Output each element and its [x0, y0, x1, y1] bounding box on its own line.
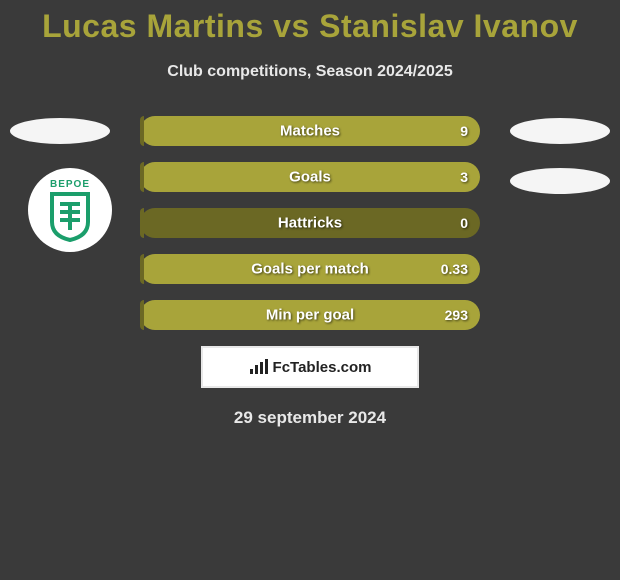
stat-bar-row: Matches 9: [140, 116, 480, 146]
date-label: 29 september 2024: [0, 408, 620, 428]
bar-label: Matches: [280, 123, 340, 140]
chart-icon: [249, 359, 269, 375]
placeholder-ellipse-right-2: [510, 168, 610, 194]
bar-value: 0.33: [441, 261, 468, 277]
bar-label: Goals per match: [251, 261, 369, 278]
bar-label: Goals: [289, 169, 331, 186]
stat-bar-row: Goals 3: [140, 162, 480, 192]
bar-fill-left: [140, 208, 144, 238]
bar-fill-left: [140, 162, 144, 192]
shield-icon: [48, 192, 92, 242]
subtitle: Club competitions, Season 2024/2025: [0, 63, 620, 81]
bar-value: 9: [460, 123, 468, 139]
bar-fill-left: [140, 254, 144, 284]
bar-fill-left: [140, 300, 144, 330]
stat-bars: Matches 9 Goals 3 Hattricks 0 Goals per match 0…: [140, 116, 480, 330]
bar-label: Min per goal: [266, 307, 354, 324]
bar-value: 3: [460, 169, 468, 185]
bar-fill-left: [140, 116, 144, 146]
footer-brand-box: FcTables.com: [201, 346, 419, 388]
bar-value: 0: [460, 215, 468, 231]
bar-value: 293: [445, 307, 468, 323]
chart-area: BEPOE Matches 9 Goals 3 Hattricks 0 Goals per …: [0, 116, 620, 330]
footer-brand-text: FcTables.com: [273, 359, 372, 376]
page-title: Lucas Martins vs Stanislav Ivanov: [0, 0, 620, 45]
stat-bar-row: Hattricks 0: [140, 208, 480, 238]
placeholder-ellipse-right-1: [510, 118, 610, 144]
placeholder-ellipse-left: [10, 118, 110, 144]
stat-bar-row: Min per goal 293: [140, 300, 480, 330]
stat-bar-row: Goals per match 0.33: [140, 254, 480, 284]
bar-label: Hattricks: [278, 215, 342, 232]
badge-text: BEPOE: [50, 179, 90, 190]
club-badge: BEPOE: [28, 168, 112, 252]
